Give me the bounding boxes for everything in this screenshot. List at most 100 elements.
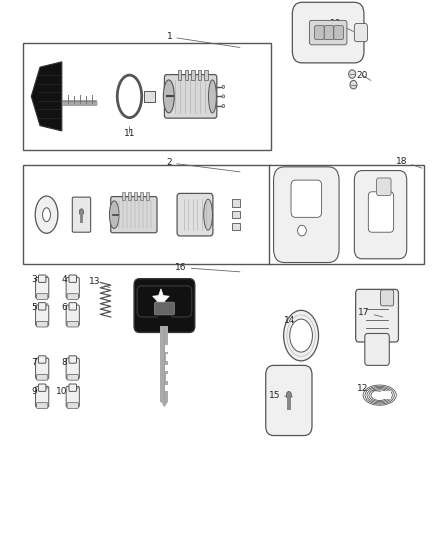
FancyBboxPatch shape xyxy=(385,391,391,399)
FancyBboxPatch shape xyxy=(66,386,79,407)
Bar xyxy=(178,70,181,80)
FancyBboxPatch shape xyxy=(177,193,213,236)
FancyBboxPatch shape xyxy=(67,321,78,327)
Bar xyxy=(232,199,240,207)
FancyBboxPatch shape xyxy=(39,275,46,282)
FancyBboxPatch shape xyxy=(137,286,192,317)
FancyBboxPatch shape xyxy=(314,26,324,39)
Ellipse shape xyxy=(350,80,357,89)
Bar xyxy=(80,212,83,223)
Bar xyxy=(122,192,125,200)
FancyBboxPatch shape xyxy=(66,277,79,298)
Text: 16: 16 xyxy=(175,263,240,272)
Ellipse shape xyxy=(284,310,318,361)
FancyBboxPatch shape xyxy=(111,197,157,233)
FancyBboxPatch shape xyxy=(39,356,46,363)
FancyBboxPatch shape xyxy=(35,358,49,379)
FancyBboxPatch shape xyxy=(35,277,49,298)
Text: 1: 1 xyxy=(166,33,240,47)
FancyBboxPatch shape xyxy=(356,289,399,342)
FancyBboxPatch shape xyxy=(36,403,48,408)
Ellipse shape xyxy=(35,196,58,233)
Bar xyxy=(204,70,208,80)
FancyBboxPatch shape xyxy=(39,303,46,310)
FancyBboxPatch shape xyxy=(266,366,312,435)
FancyBboxPatch shape xyxy=(381,290,394,306)
FancyBboxPatch shape xyxy=(67,294,78,300)
FancyBboxPatch shape xyxy=(365,334,389,366)
Bar xyxy=(165,345,168,352)
Text: 4: 4 xyxy=(62,275,77,284)
Ellipse shape xyxy=(163,80,174,113)
FancyBboxPatch shape xyxy=(309,20,347,45)
FancyBboxPatch shape xyxy=(69,384,77,391)
FancyBboxPatch shape xyxy=(292,2,364,63)
Polygon shape xyxy=(31,62,62,131)
Bar xyxy=(144,91,155,102)
Bar xyxy=(140,192,143,200)
Ellipse shape xyxy=(79,209,84,215)
FancyBboxPatch shape xyxy=(134,279,195,333)
Bar xyxy=(160,326,168,402)
Text: 11: 11 xyxy=(124,127,135,138)
FancyBboxPatch shape xyxy=(334,26,343,39)
Ellipse shape xyxy=(208,80,216,113)
Text: 20: 20 xyxy=(357,70,371,80)
Text: 6: 6 xyxy=(62,303,77,312)
FancyBboxPatch shape xyxy=(36,321,48,327)
Text: 13: 13 xyxy=(89,277,110,288)
Ellipse shape xyxy=(42,208,50,222)
Text: 5: 5 xyxy=(31,303,48,312)
Bar xyxy=(165,365,168,371)
Bar xyxy=(232,223,240,230)
FancyBboxPatch shape xyxy=(69,356,77,363)
FancyBboxPatch shape xyxy=(158,311,171,327)
Text: 17: 17 xyxy=(358,308,383,317)
Bar xyxy=(166,374,168,381)
FancyBboxPatch shape xyxy=(291,180,321,217)
Circle shape xyxy=(297,225,306,236)
Polygon shape xyxy=(160,401,168,407)
FancyBboxPatch shape xyxy=(377,178,391,196)
Text: 7: 7 xyxy=(31,358,48,367)
Bar xyxy=(22,165,272,264)
Text: 19: 19 xyxy=(330,19,353,31)
FancyBboxPatch shape xyxy=(324,26,334,39)
FancyBboxPatch shape xyxy=(66,305,79,326)
FancyBboxPatch shape xyxy=(35,305,49,326)
FancyBboxPatch shape xyxy=(66,358,79,379)
Text: 8: 8 xyxy=(62,358,77,367)
FancyBboxPatch shape xyxy=(36,294,48,300)
Ellipse shape xyxy=(290,319,312,352)
Bar xyxy=(269,165,424,264)
FancyBboxPatch shape xyxy=(164,75,217,118)
Text: 9: 9 xyxy=(31,387,48,396)
FancyBboxPatch shape xyxy=(67,375,78,380)
FancyBboxPatch shape xyxy=(368,192,394,232)
Text: 12: 12 xyxy=(357,384,381,393)
Text: 15: 15 xyxy=(268,391,292,400)
Text: 18: 18 xyxy=(396,157,422,168)
Text: 14: 14 xyxy=(284,316,306,325)
Bar xyxy=(232,211,240,219)
Ellipse shape xyxy=(349,70,356,78)
Bar xyxy=(134,192,137,200)
Ellipse shape xyxy=(222,104,225,108)
Bar xyxy=(127,192,131,200)
FancyBboxPatch shape xyxy=(69,303,77,310)
Ellipse shape xyxy=(204,199,212,230)
Text: 2: 2 xyxy=(166,158,240,172)
Polygon shape xyxy=(152,289,169,308)
FancyBboxPatch shape xyxy=(67,403,78,408)
Ellipse shape xyxy=(222,85,225,88)
Text: 3: 3 xyxy=(31,275,48,284)
Bar xyxy=(146,192,149,200)
Ellipse shape xyxy=(286,391,291,399)
Bar xyxy=(198,70,201,80)
Bar xyxy=(191,70,194,80)
FancyBboxPatch shape xyxy=(274,167,339,263)
FancyBboxPatch shape xyxy=(72,197,91,232)
Bar xyxy=(184,70,188,80)
FancyBboxPatch shape xyxy=(39,384,46,391)
FancyBboxPatch shape xyxy=(69,275,77,282)
